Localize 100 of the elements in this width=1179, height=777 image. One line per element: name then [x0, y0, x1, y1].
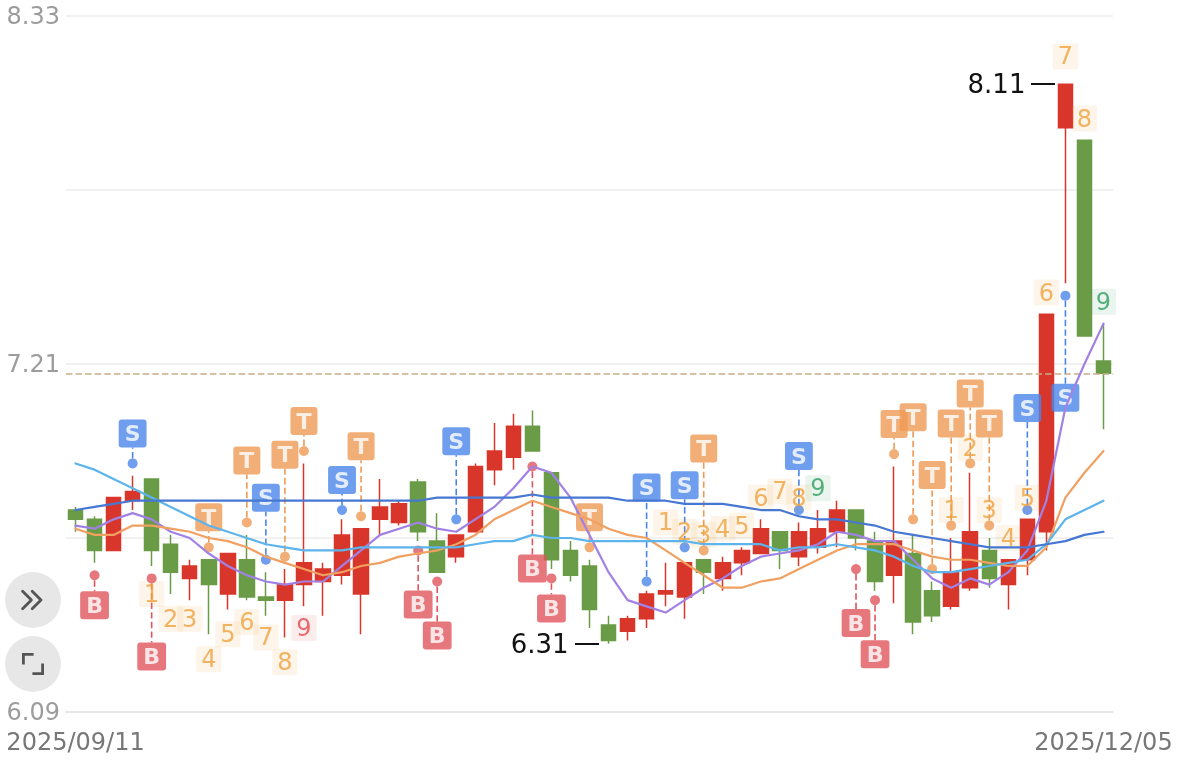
candlestick [638, 590, 655, 629]
series-label: 1 [144, 579, 160, 608]
text: 1 [943, 496, 959, 525]
text: 3 [981, 496, 997, 525]
data-label: T [696, 435, 712, 461]
data-label: T [905, 404, 921, 430]
candlestick [162, 534, 179, 595]
point [851, 564, 862, 575]
candlestick [657, 562, 674, 608]
point [946, 520, 957, 531]
data-label: S [790, 443, 807, 469]
data-label: B [847, 610, 865, 636]
data-label: S [334, 467, 350, 493]
candlestick [676, 562, 693, 620]
text: 4 [1000, 524, 1016, 552]
candlestick [390, 499, 408, 527]
point [241, 517, 252, 528]
data-label: S [448, 428, 465, 454]
point [546, 573, 557, 584]
data-label: B [866, 641, 884, 667]
text: 3 [696, 520, 712, 549]
candlestick [371, 478, 389, 536]
data-label: B [524, 556, 541, 582]
candlestick [733, 546, 751, 577]
data-label: T [924, 462, 940, 488]
text: 8 [791, 483, 807, 512]
text: 5 [1019, 483, 1035, 512]
text: 1 [658, 508, 674, 537]
data-label: B [428, 623, 446, 648]
series-label: 4 [201, 645, 217, 674]
series-label: 7 [258, 623, 274, 652]
point [584, 542, 595, 553]
point [641, 576, 652, 587]
point [679, 542, 690, 553]
candlestick [1076, 139, 1093, 337]
x-tick-label: 2025/09/11 [6, 728, 145, 756]
annotation: 6.31 [510, 628, 569, 659]
annotation: 8.11 [967, 69, 1026, 100]
data-label: T [239, 447, 255, 473]
data-label: B [143, 643, 161, 669]
point [356, 511, 367, 522]
data-label: B [543, 595, 560, 621]
candlestick [600, 614, 617, 645]
text: 6 [1038, 278, 1055, 307]
point [298, 446, 309, 456]
series-label: 3 [182, 604, 198, 633]
text: 9 [1095, 287, 1112, 316]
text: 7 [1057, 42, 1074, 71]
text: 6 [753, 483, 769, 512]
candlestick [923, 580, 941, 623]
data-label: B [86, 592, 103, 618]
candlestick [409, 478, 427, 542]
text: 8 [1076, 104, 1093, 133]
series-label: 5 [220, 620, 236, 649]
point [1022, 505, 1033, 516]
candlestick [276, 568, 294, 639]
data-label: S [638, 475, 655, 500]
point [337, 505, 348, 516]
candlestick [486, 422, 503, 486]
candlestick [200, 559, 218, 636]
text: 2 [677, 517, 693, 546]
point [432, 576, 443, 587]
text: 4 [715, 514, 731, 543]
x-tick-label: 2025/12/05 [1034, 728, 1173, 756]
point [698, 545, 709, 556]
point [870, 595, 881, 606]
candlestick [524, 409, 541, 452]
data-label: S [257, 485, 274, 511]
point [984, 520, 995, 531]
series-label: 2 [163, 604, 179, 633]
candlestick [904, 534, 922, 636]
data-label: B [409, 591, 427, 617]
series-label: 9 [296, 614, 312, 643]
data-label: T [353, 433, 369, 459]
point [793, 505, 804, 516]
point [908, 514, 919, 525]
point [965, 458, 976, 469]
point [146, 573, 157, 584]
candlestick [257, 571, 275, 617]
text: 9 [810, 474, 826, 503]
data-label: T [277, 442, 293, 468]
series-label: 6 [239, 607, 255, 636]
candlestick [581, 559, 598, 629]
candlestick [67, 506, 84, 533]
series-label: 8 [277, 648, 293, 677]
candlestick [1057, 83, 1074, 284]
data-label: T [981, 411, 997, 437]
text: 2 [962, 433, 978, 462]
y-tick-label: 6.09 [6, 698, 60, 726]
candlestick [562, 540, 579, 583]
data-label: S [1019, 395, 1036, 421]
y-tick-label: 8.33 [6, 2, 60, 30]
point [279, 551, 290, 562]
candlestick [505, 412, 522, 471]
data-label: T [886, 411, 902, 437]
point [1060, 290, 1071, 301]
point [889, 449, 900, 460]
data-label: T [962, 380, 978, 406]
candlestick [219, 552, 237, 611]
candlestick [181, 559, 198, 601]
